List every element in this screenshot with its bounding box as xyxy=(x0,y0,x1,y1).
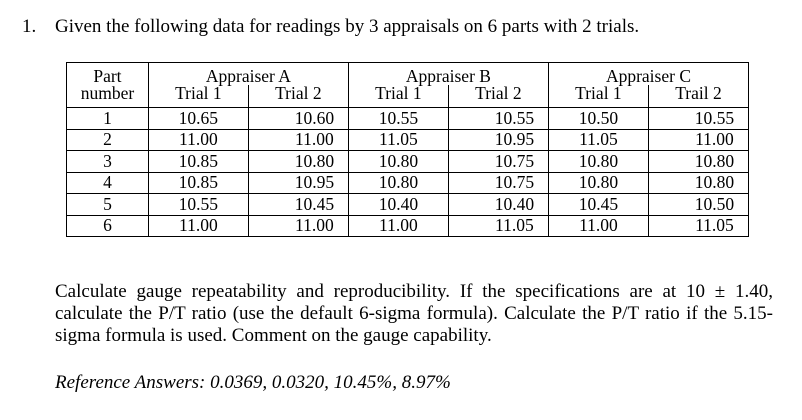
reading-cell: 10.80 xyxy=(547,171,649,194)
trial-header: Trail 2 xyxy=(647,84,750,108)
reading-cell: 10.50 xyxy=(647,193,750,216)
reading-cell: 10.80 xyxy=(647,171,750,194)
trial-header: Trial 1 xyxy=(147,84,249,108)
reading-cell: 10.50 xyxy=(547,107,649,130)
part-header: Part xyxy=(66,62,149,85)
reading-cell: 10.55 xyxy=(147,193,249,216)
question-number: 1. xyxy=(22,16,37,37)
reading-cell: 10.55 xyxy=(447,107,549,130)
reading-cell: 11.00 xyxy=(247,128,349,151)
reading-cell: 11.05 xyxy=(447,214,549,237)
reading-cell: 10.80 xyxy=(647,150,750,173)
table-row: 4 10.85 10.95 10.80 10.75 10.80 10.80 xyxy=(66,171,750,194)
appraiser-c-header: Appraiser C xyxy=(547,62,750,85)
reading-cell: 10.65 xyxy=(147,107,249,130)
reading-cell: 10.75 xyxy=(447,150,549,173)
part-number-cell: 1 xyxy=(66,107,149,130)
readings-table: Part Appraiser A Appraiser B Appraiser C… xyxy=(66,62,750,237)
reading-cell: 10.75 xyxy=(447,171,549,194)
part-number-cell: 5 xyxy=(66,193,149,216)
table-row: 5 10.55 10.45 10.40 10.40 10.45 10.50 xyxy=(66,193,750,216)
table-subheader-row: number Trial 1 Trial 2 Trial 1 Trial 2 T… xyxy=(66,84,750,108)
table-row: 6 11.00 11.00 11.00 11.05 11.00 11.05 xyxy=(66,214,750,237)
reference-answers: Reference Answers: 0.0369, 0.0320, 10.45… xyxy=(55,372,451,393)
part-number-cell: 3 xyxy=(66,150,149,173)
part-number-cell: 6 xyxy=(66,214,149,237)
table-row: 2 11.00 11.00 11.05 10.95 11.05 11.00 xyxy=(66,128,750,151)
question-text: Given the following data for readings by… xyxy=(55,16,640,37)
table-header-row: Part Appraiser A Appraiser B Appraiser C xyxy=(66,62,750,85)
reading-cell: 10.85 xyxy=(147,150,249,173)
part-number-cell: 4 xyxy=(66,171,149,194)
reading-cell: 10.80 xyxy=(347,171,449,194)
part-number-cell: 2 xyxy=(66,128,149,151)
reading-cell: 11.05 xyxy=(347,128,449,151)
reading-cell: 10.45 xyxy=(247,193,349,216)
reading-cell: 11.00 xyxy=(647,128,750,151)
reading-cell: 10.95 xyxy=(247,171,349,194)
trial-header: Trial 2 xyxy=(447,84,549,108)
appraiser-a-header: Appraiser A xyxy=(147,62,349,85)
trial-header: Trial 1 xyxy=(347,84,449,108)
reading-cell: 10.40 xyxy=(347,193,449,216)
number-header: number xyxy=(66,84,149,108)
reading-cell: 10.95 xyxy=(447,128,549,151)
reading-cell: 10.80 xyxy=(547,150,649,173)
reading-cell: 11.00 xyxy=(247,214,349,237)
trial-header: Trial 1 xyxy=(547,84,649,108)
reading-cell: 11.00 xyxy=(547,214,649,237)
instructions-paragraph: Calculate gauge repeatability and reprod… xyxy=(55,281,773,346)
reading-cell: 11.00 xyxy=(347,214,449,237)
reading-cell: 10.55 xyxy=(347,107,449,130)
reading-cell: 10.80 xyxy=(247,150,349,173)
reading-cell: 10.80 xyxy=(347,150,449,173)
reading-cell: 10.45 xyxy=(547,193,649,216)
table-row: 3 10.85 10.80 10.80 10.75 10.80 10.80 xyxy=(66,150,750,173)
appraiser-b-header: Appraiser B xyxy=(347,62,549,85)
reading-cell: 11.05 xyxy=(647,214,750,237)
trial-header: Trial 2 xyxy=(247,84,349,108)
reading-cell: 11.00 xyxy=(147,214,249,237)
reading-cell: 11.05 xyxy=(547,128,649,151)
reading-cell: 10.60 xyxy=(247,107,349,130)
reading-cell: 11.00 xyxy=(147,128,249,151)
reading-cell: 10.40 xyxy=(447,193,549,216)
reading-cell: 10.55 xyxy=(647,107,750,130)
reading-cell: 10.85 xyxy=(147,171,249,194)
table-row: 1 10.65 10.60 10.55 10.55 10.50 10.55 xyxy=(66,107,750,130)
